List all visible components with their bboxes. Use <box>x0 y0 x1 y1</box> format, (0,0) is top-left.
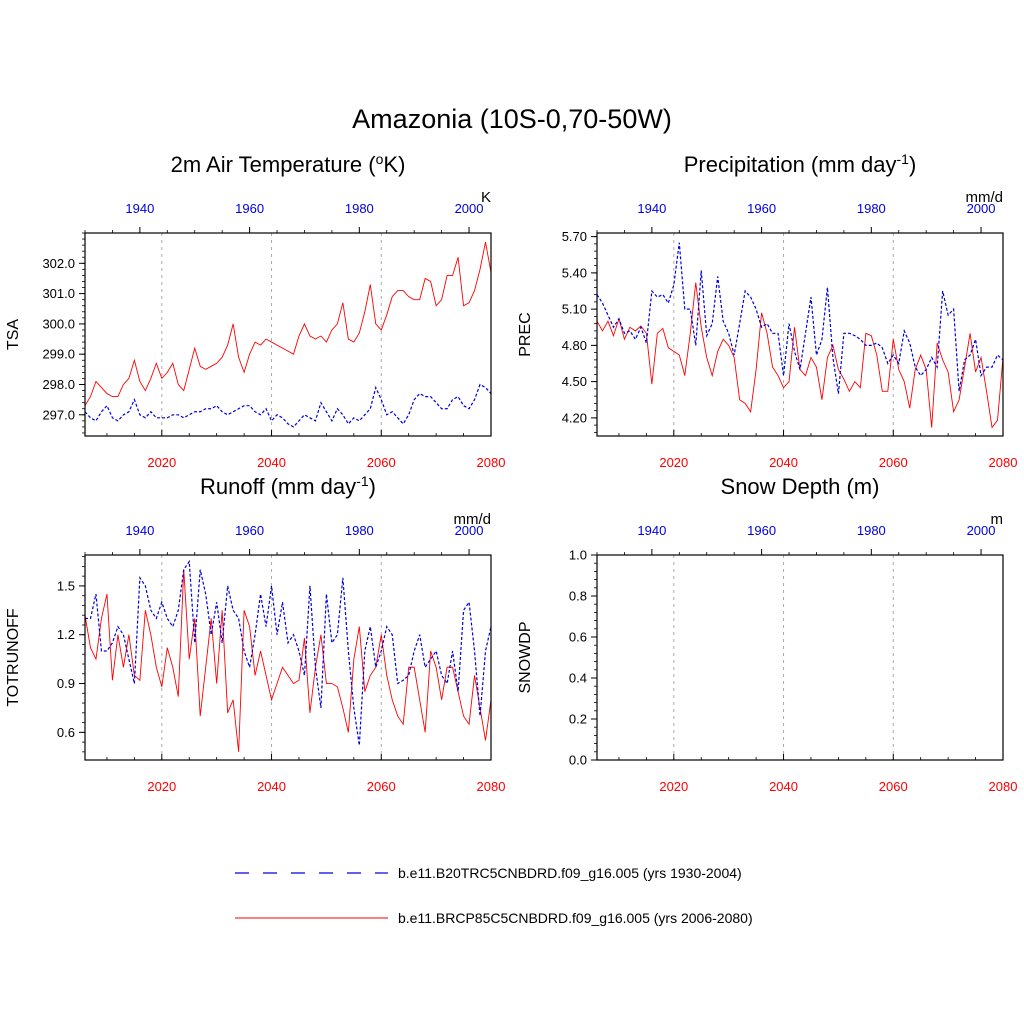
snowdp-ytick-label-0: 0.0 <box>569 753 587 768</box>
runoff-ytick-label-2: 1.2 <box>57 627 75 642</box>
tsa-title-superscript: o <box>376 151 384 167</box>
prec-ytick-label-0: 4.20 <box>562 410 587 425</box>
prec-ytick-label-3: 5.10 <box>562 302 587 317</box>
panel-tsa: 2m Air Temperature (oK) K TSA 297.0 298.0 299… <box>5 151 505 470</box>
prec-ylabel: PREC <box>517 312 534 356</box>
prec-xtick-bottom-label-2020: 2020 <box>659 455 688 470</box>
tsa-ytick-label-3: 300.0 <box>42 316 75 331</box>
tsa-xtick-bottom-label-2020: 2020 <box>147 455 176 470</box>
prec-xtick-top-label-1980: 1980 <box>857 201 886 216</box>
snowdp-title: Snow Depth (m) <box>721 474 880 499</box>
runoff-title-text: Runoff (mm day <box>200 474 356 499</box>
panel-prec: Precipitation (mm day-1) mm/d PREC 4.20 4.50… <box>517 151 1017 470</box>
tsa-ylabel: TSA <box>5 319 22 350</box>
snowdp-xtick-top-label-2000: 2000 <box>967 523 996 538</box>
tsa-series-future-line <box>84 242 492 406</box>
runoff-title: Runoff (mm day-1) <box>200 473 376 499</box>
tsa-plot-frame <box>84 232 492 437</box>
runoff-title-tail: ) <box>369 474 376 499</box>
snowdp-xtick-bottom-label-2060: 2060 <box>879 779 908 794</box>
tsa-xtick-bottom-label-2040: 2040 <box>257 455 286 470</box>
snowdp-units-label: m <box>991 511 1004 528</box>
runoff-title-superscript: -1 <box>356 473 369 489</box>
tsa-ytick-label-4: 301.0 <box>42 286 75 301</box>
prec-title: Precipitation (mm day-1) <box>684 151 917 177</box>
panels: 2m Air Temperature (oK) K TSA 297.0 298.0 299… <box>5 151 1017 794</box>
prec-xtick-bottom-label-2060: 2060 <box>879 455 908 470</box>
prec-title-tail: ) <box>909 152 916 177</box>
snowdp-ytick-label-2: 0.4 <box>569 671 587 686</box>
runoff-xtick-bottom-label-2020: 2020 <box>147 779 176 794</box>
runoff-xtick-top-label-1940: 1940 <box>125 523 154 538</box>
panel-runoff: Runoff (mm day-1) mm/d TOTRUNOFF 0.6 0.9 1.2 1… <box>5 473 505 794</box>
prec-title-text: Precipitation (mm day <box>684 152 897 177</box>
tsa-xtick-bottom-label-2080: 2080 <box>477 455 506 470</box>
legend: b.e11.B20TRC5CNBDRD.f09_g16.005 (yrs 193… <box>235 865 753 926</box>
legend-label-dashed: b.e11.B20TRC5CNBDRD.f09_g16.005 (yrs 193… <box>398 865 742 881</box>
runoff-units-label: mm/d <box>454 511 492 528</box>
snowdp-xtick-top-label-1960: 1960 <box>747 523 776 538</box>
snowdp-ytick-label-3: 0.6 <box>569 630 587 645</box>
prec-ytick-label-5: 5.70 <box>562 229 587 244</box>
tsa-ytick-label-1: 298.0 <box>42 377 75 392</box>
runoff-plot-frame <box>84 554 492 761</box>
tsa-units-label: K <box>481 189 491 206</box>
runoff-xtick-bottom-label-2060: 2060 <box>367 779 396 794</box>
snowdp-xtick-top-label-1940: 1940 <box>637 523 666 538</box>
tsa-title-tail: K) <box>383 152 405 177</box>
snowdp-plot-frame <box>596 554 1004 761</box>
prec-series-historical-line <box>596 242 1004 394</box>
snowdp-xtick-bottom-label-2020: 2020 <box>659 779 688 794</box>
tsa-title-text: 2m Air Temperature ( <box>171 152 377 177</box>
snowdp-ytick-label-5: 1.0 <box>569 548 587 563</box>
prec-xtick-top-label-1960: 1960 <box>747 201 776 216</box>
snowdp-xtick-bottom-label-2080: 2080 <box>989 779 1018 794</box>
runoff-ytick-label-3: 1.5 <box>57 578 75 593</box>
tsa-ytick-label-0: 297.0 <box>42 407 75 422</box>
prec-ytick-label-1: 4.50 <box>562 374 587 389</box>
runoff-series-future-line <box>84 569 492 752</box>
snowdp-ylabel: SNOWDP <box>517 622 534 694</box>
tsa-xtick-top-label-1940: 1940 <box>125 201 154 216</box>
snowdp-title-text: Snow Depth (m) <box>721 474 880 499</box>
prec-xtick-bottom-label-2080: 2080 <box>989 455 1018 470</box>
snowdp-xtick-bottom-label-2040: 2040 <box>769 779 798 794</box>
runoff-xtick-top-label-1980: 1980 <box>345 523 374 538</box>
prec-title-superscript: -1 <box>896 151 909 167</box>
prec-xtick-top-label-1940: 1940 <box>637 201 666 216</box>
runoff-xtick-top-label-2000: 2000 <box>455 523 484 538</box>
prec-xtick-top-label-2000: 2000 <box>967 201 996 216</box>
snowdp-ytick-label-4: 0.8 <box>569 589 587 604</box>
runoff-ytick-label-1: 0.9 <box>57 676 75 691</box>
figure-title: Amazonia (10S-0,70-50W) <box>352 104 672 134</box>
snowdp-ytick-label-1: 0.2 <box>569 712 587 727</box>
runoff-xtick-bottom-label-2080: 2080 <box>477 779 506 794</box>
runoff-series-historical-line <box>85 559 492 746</box>
tsa-xtick-top-label-2000: 2000 <box>455 201 484 216</box>
tsa-xtick-bottom-label-2060: 2060 <box>367 455 396 470</box>
prec-plot-frame <box>596 232 1004 437</box>
runoff-xtick-bottom-label-2040: 2040 <box>257 779 286 794</box>
snowdp-xtick-top-label-1980: 1980 <box>857 523 886 538</box>
prec-units-label: mm/d <box>966 189 1004 206</box>
tsa-xtick-top-label-1960: 1960 <box>235 201 264 216</box>
panel-snowdp: Snow Depth (m) m SNOWDP 0.0 0.2 0.4 0.6 0.8 1.0 2… <box>517 474 1017 794</box>
tsa-title: 2m Air Temperature (oK) <box>171 151 406 177</box>
prec-ytick-label-4: 5.40 <box>562 265 587 280</box>
runoff-ytick-label-0: 0.6 <box>57 725 75 740</box>
legend-label-solid: b.e11.BRCP85C5CNBDRD.f09_g16.005 (yrs 20… <box>398 910 753 926</box>
tsa-xtick-top-label-1980: 1980 <box>345 201 374 216</box>
runoff-ylabel: TOTRUNOFF <box>5 608 22 707</box>
tsa-ytick-label-5: 302.0 <box>42 256 75 271</box>
runoff-xtick-top-label-1960: 1960 <box>235 523 264 538</box>
prec-xtick-bottom-label-2040: 2040 <box>769 455 798 470</box>
tsa-series-historical-line <box>84 383 492 428</box>
tsa-ytick-label-2: 299.0 <box>42 347 75 362</box>
prec-ytick-label-2: 4.80 <box>562 338 587 353</box>
